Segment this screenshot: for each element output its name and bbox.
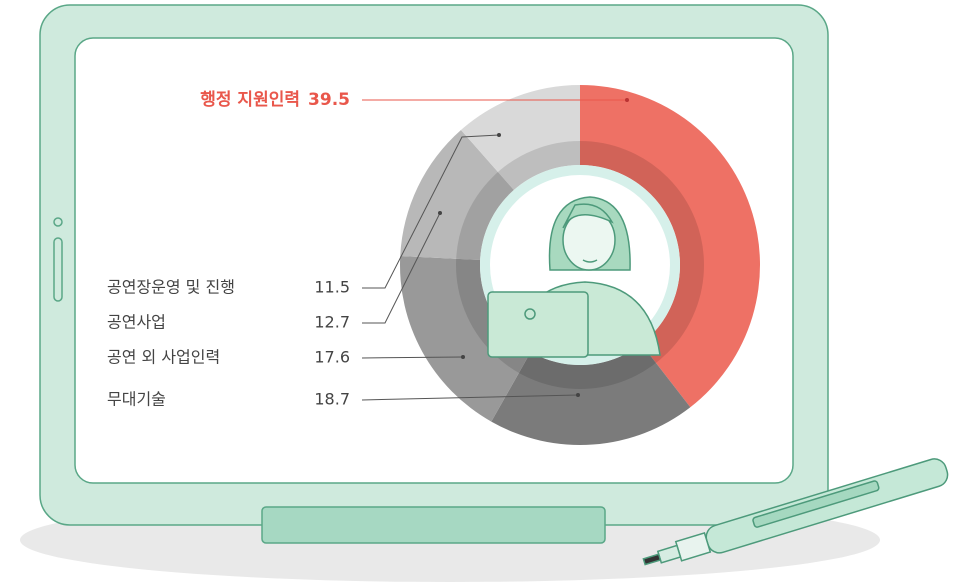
category-label: 공연장운영 및 진행 <box>107 278 235 297</box>
leader-dot <box>438 211 442 215</box>
value-label: 12.7 <box>314 313 350 332</box>
leader-dot <box>461 355 465 359</box>
value-label: 39.5 <box>308 90 350 110</box>
category-label: 무대기술 <box>107 390 166 409</box>
value-label: 17.6 <box>314 348 350 367</box>
illustration: 행정 지원인력 39.5 무대기술 18.7 공연 외 사업인력 17.6 공연사업 12.7… <box>0 0 978 587</box>
value-label: 11.5 <box>314 278 350 297</box>
category-label: 공연 외 사업인력 <box>107 348 220 367</box>
stand <box>262 507 605 543</box>
leader-dot <box>625 98 629 102</box>
value-label: 18.7 <box>314 390 350 409</box>
leader-dot <box>497 133 501 137</box>
person <box>480 165 680 365</box>
category-label: 공연사업 <box>107 313 166 332</box>
category-label: 행정 지원인력 <box>200 90 300 110</box>
leader-dot <box>576 393 580 397</box>
